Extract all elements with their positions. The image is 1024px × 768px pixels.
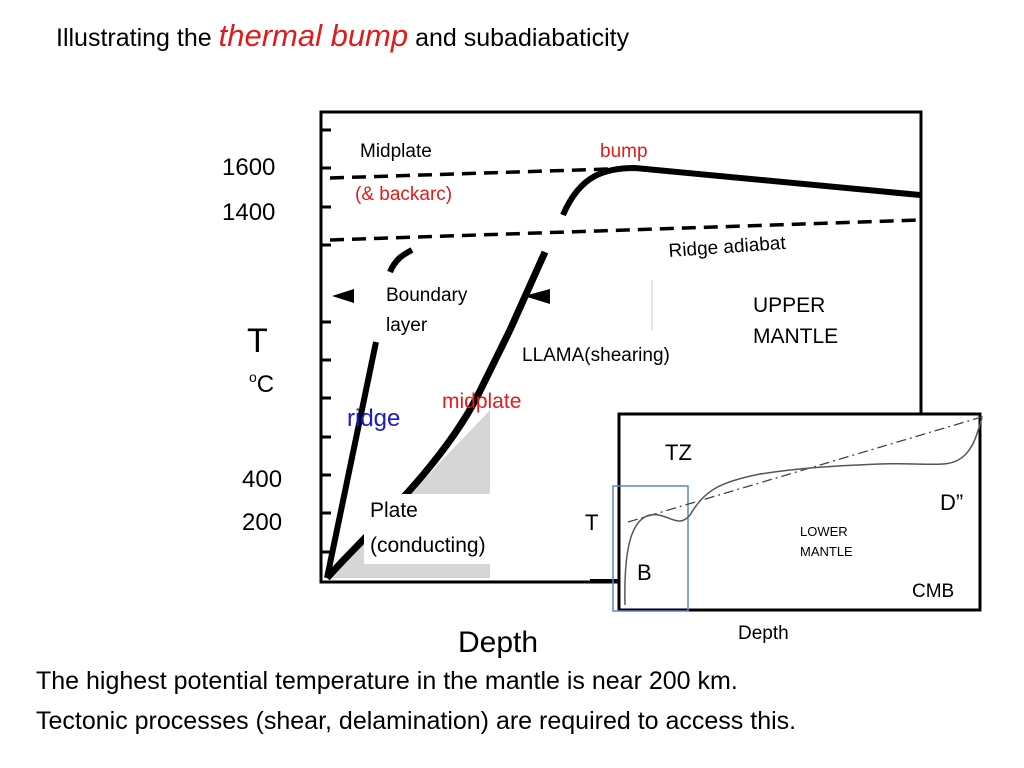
label-backarc: (& backarc) bbox=[355, 184, 452, 205]
label-plate-1: Plate bbox=[370, 499, 418, 522]
x-axis-label: Depth bbox=[458, 626, 538, 659]
inset-geotherm bbox=[624, 417, 983, 606]
label-upper-mantle-1: UPPER bbox=[753, 294, 825, 317]
y-axis-label: T bbox=[247, 322, 268, 360]
inset-label-lower-mantle-1: LOWER bbox=[800, 524, 848, 539]
y-axis-unit: oC bbox=[249, 369, 274, 398]
label-midplate-top: Midplate bbox=[360, 141, 432, 162]
label-plate-2: (conducting) bbox=[370, 534, 486, 557]
inset-label-cmb: CMB bbox=[912, 581, 954, 602]
label-boundary-layer-1: Boundary bbox=[386, 285, 468, 306]
label-llama: LLAMA(shearing) bbox=[522, 345, 670, 366]
label-ridge: ridge bbox=[347, 405, 400, 432]
inset-x-axis-label: Depth bbox=[738, 623, 789, 644]
ridge-adiabat bbox=[329, 218, 922, 242]
title-highlight: thermal bump bbox=[218, 18, 409, 53]
ridge-geotherm bbox=[324, 341, 379, 579]
thermal-bump-curve bbox=[560, 164, 921, 217]
plate-label-box bbox=[364, 494, 516, 564]
y-tick-400: 400 bbox=[242, 466, 282, 493]
slide-title: Illustrating the thermal bump and subadi… bbox=[56, 18, 629, 54]
inset-frame bbox=[617, 412, 982, 612]
boundary-arrow-right bbox=[524, 289, 550, 304]
midplate-geotherm-upper bbox=[506, 250, 549, 332]
label-upper-mantle-2: MANTLE bbox=[753, 325, 838, 348]
title-prefix: Illustrating the bbox=[56, 24, 212, 52]
label-bump: bump bbox=[600, 141, 648, 162]
y-axis-ticks bbox=[321, 128, 331, 554]
caption-line-1: The highest potential temperature in the… bbox=[36, 667, 738, 695]
boundary-layer-highlight bbox=[612, 485, 689, 612]
inset-label-d-double-prime: D” bbox=[940, 490, 963, 515]
inset-label-tz: TZ bbox=[665, 440, 692, 465]
inset-label-lower-mantle-2: MANTLE bbox=[800, 544, 853, 559]
label-midplate-curve: midplate bbox=[442, 390, 521, 413]
caption-line-2: Tectonic processes (shear, delamination)… bbox=[36, 707, 797, 735]
y-tick-1400: 1400 bbox=[222, 199, 275, 226]
midplate-adiabat bbox=[329, 166, 641, 180]
title-suffix: and subadiabaticity bbox=[415, 24, 630, 52]
label-boundary-layer-2: layer bbox=[386, 315, 428, 336]
y-tick-1600: 1600 bbox=[222, 154, 275, 181]
y-tick-200: 200 bbox=[242, 509, 282, 536]
inset-label-b: B bbox=[637, 560, 652, 585]
inset-label-t: T bbox=[585, 510, 598, 535]
ridge-boundary-curve bbox=[387, 247, 414, 274]
boundary-arrow-left bbox=[332, 289, 354, 303]
label-ridge-adiabat: Ridge adiabat bbox=[668, 233, 787, 262]
